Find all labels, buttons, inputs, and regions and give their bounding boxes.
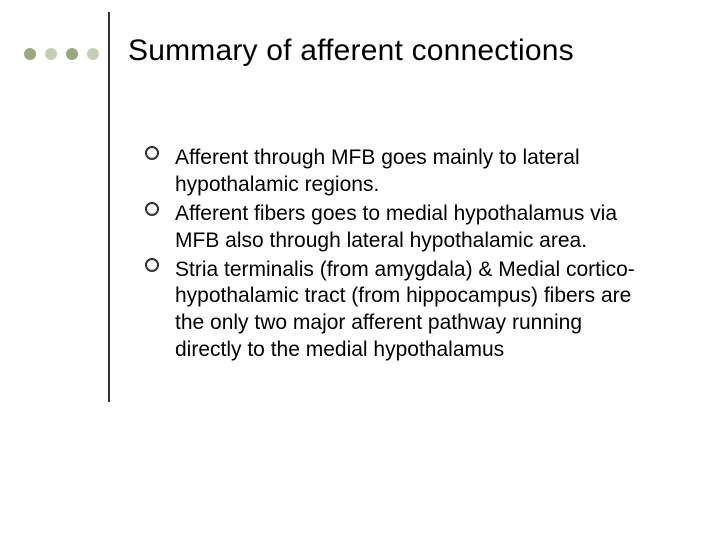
list-item-text: Afferent fibers goes to medial hypothala… xyxy=(175,202,617,252)
slide-title: Summary of afferent connections xyxy=(128,34,574,68)
list-item: Afferent fibers goes to medial hypothala… xyxy=(145,201,645,255)
list-item: Stria terminalis (from amygdala) & Media… xyxy=(145,257,645,365)
dot-1 xyxy=(24,48,36,60)
bullet-icon xyxy=(145,146,159,160)
list-item: Afferent through MFB goes mainly to late… xyxy=(145,145,645,199)
vertical-divider xyxy=(108,12,110,402)
dot-4 xyxy=(87,48,99,60)
list-item-text: Afferent through MFB goes mainly to late… xyxy=(175,146,580,196)
decorative-dots xyxy=(24,48,99,60)
dot-2 xyxy=(45,48,57,60)
bullet-icon xyxy=(145,258,159,272)
slide: Summary of afferent connections Afferent… xyxy=(0,0,720,540)
slide-body: Afferent through MFB goes mainly to late… xyxy=(145,145,645,366)
list-item-text: Stria terminalis (from amygdala) & Media… xyxy=(175,258,635,362)
dot-3 xyxy=(66,48,78,60)
bullet-icon xyxy=(145,202,159,216)
